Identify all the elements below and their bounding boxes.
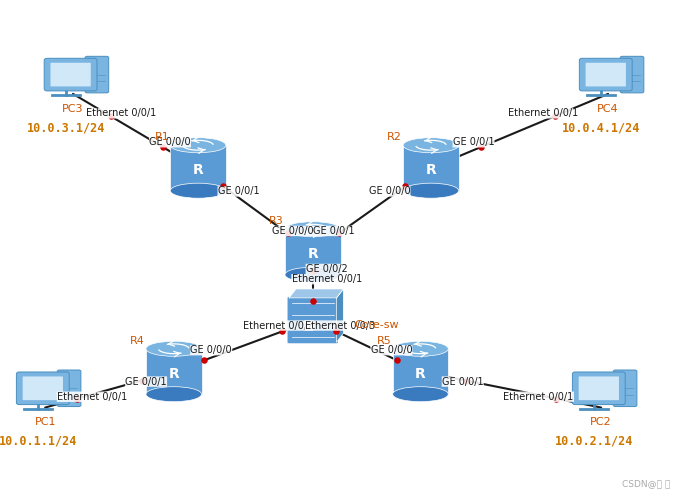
Ellipse shape (146, 387, 202, 402)
Point (460, 376, 471, 384)
FancyBboxPatch shape (580, 58, 632, 91)
Text: Ethernet 0/0/1: Ethernet 0/0/1 (507, 108, 578, 119)
FancyBboxPatch shape (586, 63, 626, 86)
Point (475, 143, 486, 151)
FancyBboxPatch shape (613, 370, 637, 407)
Point (550, 395, 562, 403)
Text: R: R (168, 367, 179, 381)
Text: Ethernet 0/0/1: Ethernet 0/0/1 (503, 392, 574, 402)
Text: R: R (425, 164, 436, 177)
Ellipse shape (170, 138, 226, 153)
Text: GE 0/0/1: GE 0/0/1 (442, 376, 484, 387)
FancyBboxPatch shape (85, 56, 108, 93)
Ellipse shape (393, 387, 448, 402)
FancyBboxPatch shape (287, 296, 338, 344)
Text: GE 0/0/0: GE 0/0/0 (149, 137, 191, 147)
Text: R3: R3 (269, 216, 284, 226)
Text: PC1: PC1 (35, 417, 56, 427)
Text: R2: R2 (387, 132, 402, 142)
FancyBboxPatch shape (17, 372, 70, 405)
Text: 10.0.2.1/24: 10.0.2.1/24 (555, 435, 633, 448)
Text: Ethernet 0/0/3: Ethernet 0/0/3 (304, 321, 375, 330)
Text: PC4: PC4 (597, 104, 619, 114)
Point (277, 328, 288, 335)
Ellipse shape (403, 183, 459, 198)
Text: Ethernet 0/0/1: Ethernet 0/0/1 (57, 392, 127, 402)
Text: R5: R5 (377, 336, 392, 346)
Text: GE 0/0/1: GE 0/0/1 (125, 376, 167, 387)
Text: Ethernet 0/0/2: Ethernet 0/0/2 (243, 321, 313, 330)
Text: GE 0/0/0: GE 0/0/0 (370, 345, 412, 355)
Ellipse shape (170, 183, 226, 198)
Polygon shape (170, 145, 226, 191)
Text: PC2: PC2 (590, 417, 612, 427)
Point (400, 182, 411, 190)
Point (549, 112, 560, 120)
Text: R1: R1 (154, 132, 170, 142)
Text: R: R (415, 367, 426, 381)
Point (72, 395, 83, 403)
Text: 10.0.1.1/24: 10.0.1.1/24 (0, 435, 77, 448)
Text: Ethernet 0/0/1: Ethernet 0/0/1 (291, 274, 362, 284)
Polygon shape (403, 145, 459, 191)
Point (307, 297, 318, 305)
Polygon shape (393, 349, 448, 394)
Text: R4: R4 (130, 336, 145, 346)
Text: R: R (307, 247, 318, 261)
Ellipse shape (146, 341, 202, 356)
Ellipse shape (285, 267, 341, 282)
Point (391, 356, 402, 364)
FancyBboxPatch shape (620, 56, 644, 93)
Polygon shape (336, 289, 343, 342)
Polygon shape (285, 229, 341, 275)
Ellipse shape (393, 341, 448, 356)
FancyBboxPatch shape (44, 58, 97, 91)
Text: GE 0/0/1: GE 0/0/1 (452, 137, 494, 147)
Text: GE 0/0/0: GE 0/0/0 (368, 186, 410, 197)
Polygon shape (289, 289, 343, 298)
Text: R: R (193, 164, 204, 177)
Point (105, 112, 116, 120)
Text: GE 0/0/1: GE 0/0/1 (313, 226, 354, 236)
Text: GE 0/0/1: GE 0/0/1 (218, 186, 259, 197)
FancyBboxPatch shape (51, 63, 91, 86)
Polygon shape (146, 349, 202, 394)
Point (331, 328, 342, 335)
Text: CSDN@田 浙: CSDN@田 浙 (623, 479, 671, 488)
Text: GE 0/0/0: GE 0/0/0 (190, 345, 232, 355)
Ellipse shape (403, 138, 459, 153)
Text: GE 0/0/2: GE 0/0/2 (306, 264, 348, 274)
FancyBboxPatch shape (579, 376, 619, 400)
Text: 10.0.3.1/24: 10.0.3.1/24 (27, 121, 105, 134)
Text: GE 0/0/0: GE 0/0/0 (272, 226, 313, 236)
FancyBboxPatch shape (573, 372, 626, 405)
Text: Core-sw: Core-sw (354, 320, 399, 330)
Point (307, 267, 318, 275)
FancyBboxPatch shape (57, 370, 81, 407)
Point (136, 376, 147, 384)
Text: Ethernet 0/0/1: Ethernet 0/0/1 (86, 108, 156, 119)
Point (218, 182, 229, 190)
Point (333, 230, 344, 238)
Point (199, 356, 210, 364)
Text: 10.0.4.1/24: 10.0.4.1/24 (562, 121, 640, 134)
Point (282, 230, 293, 238)
Text: PC3: PC3 (63, 104, 83, 114)
FancyBboxPatch shape (23, 376, 63, 400)
Ellipse shape (285, 222, 341, 237)
Point (158, 143, 169, 151)
